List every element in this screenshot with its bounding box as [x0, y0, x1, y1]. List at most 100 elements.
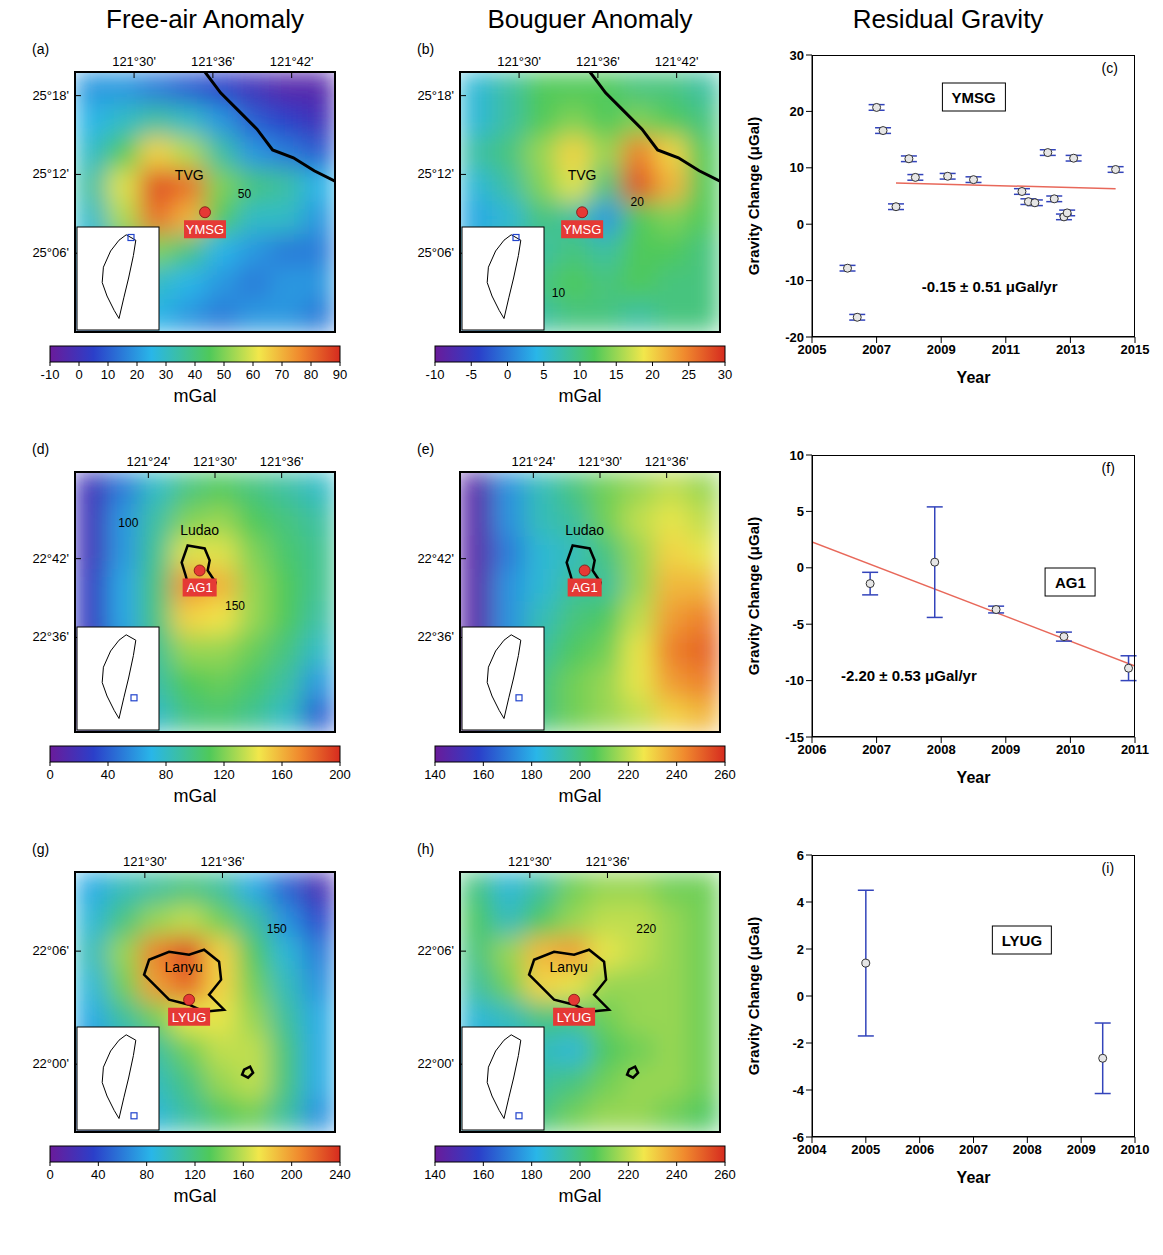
- svg-text:30: 30: [159, 367, 173, 382]
- svg-text:25°12': 25°12': [417, 166, 454, 181]
- svg-text:50: 50: [217, 367, 231, 382]
- svg-text:2006: 2006: [905, 1142, 934, 1157]
- svg-text:121°30': 121°30': [123, 854, 167, 869]
- svg-text:10: 10: [573, 367, 587, 382]
- svg-text:260: 260: [714, 767, 736, 782]
- svg-text:0: 0: [46, 1167, 53, 1182]
- svg-text:10: 10: [101, 367, 115, 382]
- svg-text:160: 160: [472, 1167, 494, 1182]
- svg-text:10: 10: [790, 160, 804, 175]
- svg-text:2008: 2008: [927, 742, 956, 757]
- svg-text:2011: 2011: [1121, 742, 1149, 757]
- svg-text:2009: 2009: [991, 742, 1020, 757]
- svg-text:0: 0: [504, 367, 511, 382]
- svg-text:121°30': 121°30': [578, 454, 622, 469]
- svg-text:150: 150: [225, 599, 245, 613]
- svg-text:mGal: mGal: [173, 386, 216, 406]
- svg-text:LYUG: LYUG: [557, 1010, 591, 1025]
- svg-text:220: 220: [636, 922, 656, 936]
- svg-text:80: 80: [304, 367, 318, 382]
- svg-text:YMSG: YMSG: [563, 222, 601, 237]
- svg-text:22°42': 22°42': [32, 551, 69, 566]
- svg-text:160: 160: [472, 767, 494, 782]
- svg-text:4: 4: [797, 895, 805, 910]
- svg-text:40: 40: [91, 1167, 105, 1182]
- svg-text:150: 150: [267, 922, 287, 936]
- svg-text:240: 240: [666, 1167, 688, 1182]
- svg-text:121°36': 121°36': [201, 854, 245, 869]
- svg-text:-10: -10: [41, 367, 60, 382]
- svg-text:2005: 2005: [851, 1142, 880, 1157]
- svg-text:120: 120: [213, 767, 235, 782]
- svg-text:22°00': 22°00': [32, 1056, 69, 1071]
- svg-text:2009: 2009: [1067, 1142, 1096, 1157]
- svg-text:121°30': 121°30': [497, 54, 541, 69]
- svg-text:10: 10: [552, 286, 566, 300]
- svg-text:25°12': 25°12': [32, 166, 69, 181]
- svg-text:220: 220: [617, 1167, 639, 1182]
- svg-text:2011: 2011: [992, 342, 1020, 357]
- svg-text:121°36': 121°36': [191, 54, 235, 69]
- svg-text:2009: 2009: [927, 342, 956, 357]
- svg-text:(d): (d): [32, 441, 49, 457]
- svg-text:121°36': 121°36': [586, 854, 630, 869]
- svg-text:Ludao: Ludao: [565, 522, 604, 538]
- svg-text:2010: 2010: [1121, 1142, 1150, 1157]
- svg-text:240: 240: [666, 767, 688, 782]
- svg-text:AG1: AG1: [572, 580, 598, 595]
- svg-text:80: 80: [139, 1167, 153, 1182]
- svg-text:Gravity Change (μGal): Gravity Change (μGal): [745, 917, 762, 1075]
- svg-text:2: 2: [797, 942, 804, 957]
- svg-text:140: 140: [424, 1167, 446, 1182]
- svg-text:0: 0: [797, 560, 804, 575]
- svg-text:22°06': 22°06': [32, 943, 69, 958]
- svg-text:2010: 2010: [1056, 742, 1085, 757]
- svg-text:220: 220: [617, 767, 639, 782]
- svg-text:121°42': 121°42': [270, 54, 314, 69]
- svg-text:200: 200: [569, 1167, 591, 1182]
- svg-text:80: 80: [159, 767, 173, 782]
- svg-text:5: 5: [540, 367, 547, 382]
- svg-text:Ludao: Ludao: [180, 522, 219, 538]
- svg-text:121°30': 121°30': [508, 854, 552, 869]
- svg-text:200: 200: [281, 1167, 303, 1182]
- svg-text:50: 50: [238, 187, 252, 201]
- svg-text:2013: 2013: [1056, 342, 1085, 357]
- svg-text:0: 0: [46, 767, 53, 782]
- svg-text:22°42': 22°42': [417, 551, 454, 566]
- svg-text:-15: -15: [785, 730, 804, 745]
- svg-text:10: 10: [790, 448, 804, 463]
- svg-text:2015: 2015: [1121, 342, 1150, 357]
- svg-text:2008: 2008: [1013, 1142, 1042, 1157]
- svg-text:25°18': 25°18': [32, 88, 69, 103]
- svg-text:TVG: TVG: [175, 167, 204, 183]
- svg-text:TVG: TVG: [568, 167, 597, 183]
- svg-text:60: 60: [246, 367, 260, 382]
- svg-text:15: 15: [609, 367, 623, 382]
- svg-text:-5: -5: [465, 367, 477, 382]
- svg-text:22°00': 22°00': [417, 1056, 454, 1071]
- svg-text:200: 200: [329, 767, 351, 782]
- svg-text:-10: -10: [426, 367, 445, 382]
- svg-text:25°06': 25°06': [417, 245, 454, 260]
- svg-text:-10: -10: [785, 673, 804, 688]
- svg-text:25°18': 25°18': [417, 88, 454, 103]
- svg-text:160: 160: [271, 767, 293, 782]
- svg-text:121°24': 121°24': [511, 454, 555, 469]
- svg-text:40: 40: [188, 367, 202, 382]
- svg-text:121°24': 121°24': [126, 454, 170, 469]
- svg-text:22°36': 22°36': [417, 629, 454, 644]
- svg-text:120: 120: [184, 1167, 206, 1182]
- svg-text:20: 20: [790, 104, 804, 119]
- svg-text:0: 0: [797, 989, 804, 1004]
- svg-text:2007: 2007: [959, 1142, 988, 1157]
- svg-text:Lanyu: Lanyu: [165, 959, 203, 975]
- svg-text:(b): (b): [417, 41, 434, 57]
- svg-text:180: 180: [521, 767, 543, 782]
- svg-text:160: 160: [232, 1167, 254, 1182]
- svg-text:5: 5: [797, 504, 804, 519]
- svg-text:Gravity Change (μGal): Gravity Change (μGal): [745, 117, 762, 275]
- svg-text:LYUG: LYUG: [172, 1010, 206, 1025]
- svg-text:2007: 2007: [862, 742, 891, 757]
- svg-text:(g): (g): [32, 841, 49, 857]
